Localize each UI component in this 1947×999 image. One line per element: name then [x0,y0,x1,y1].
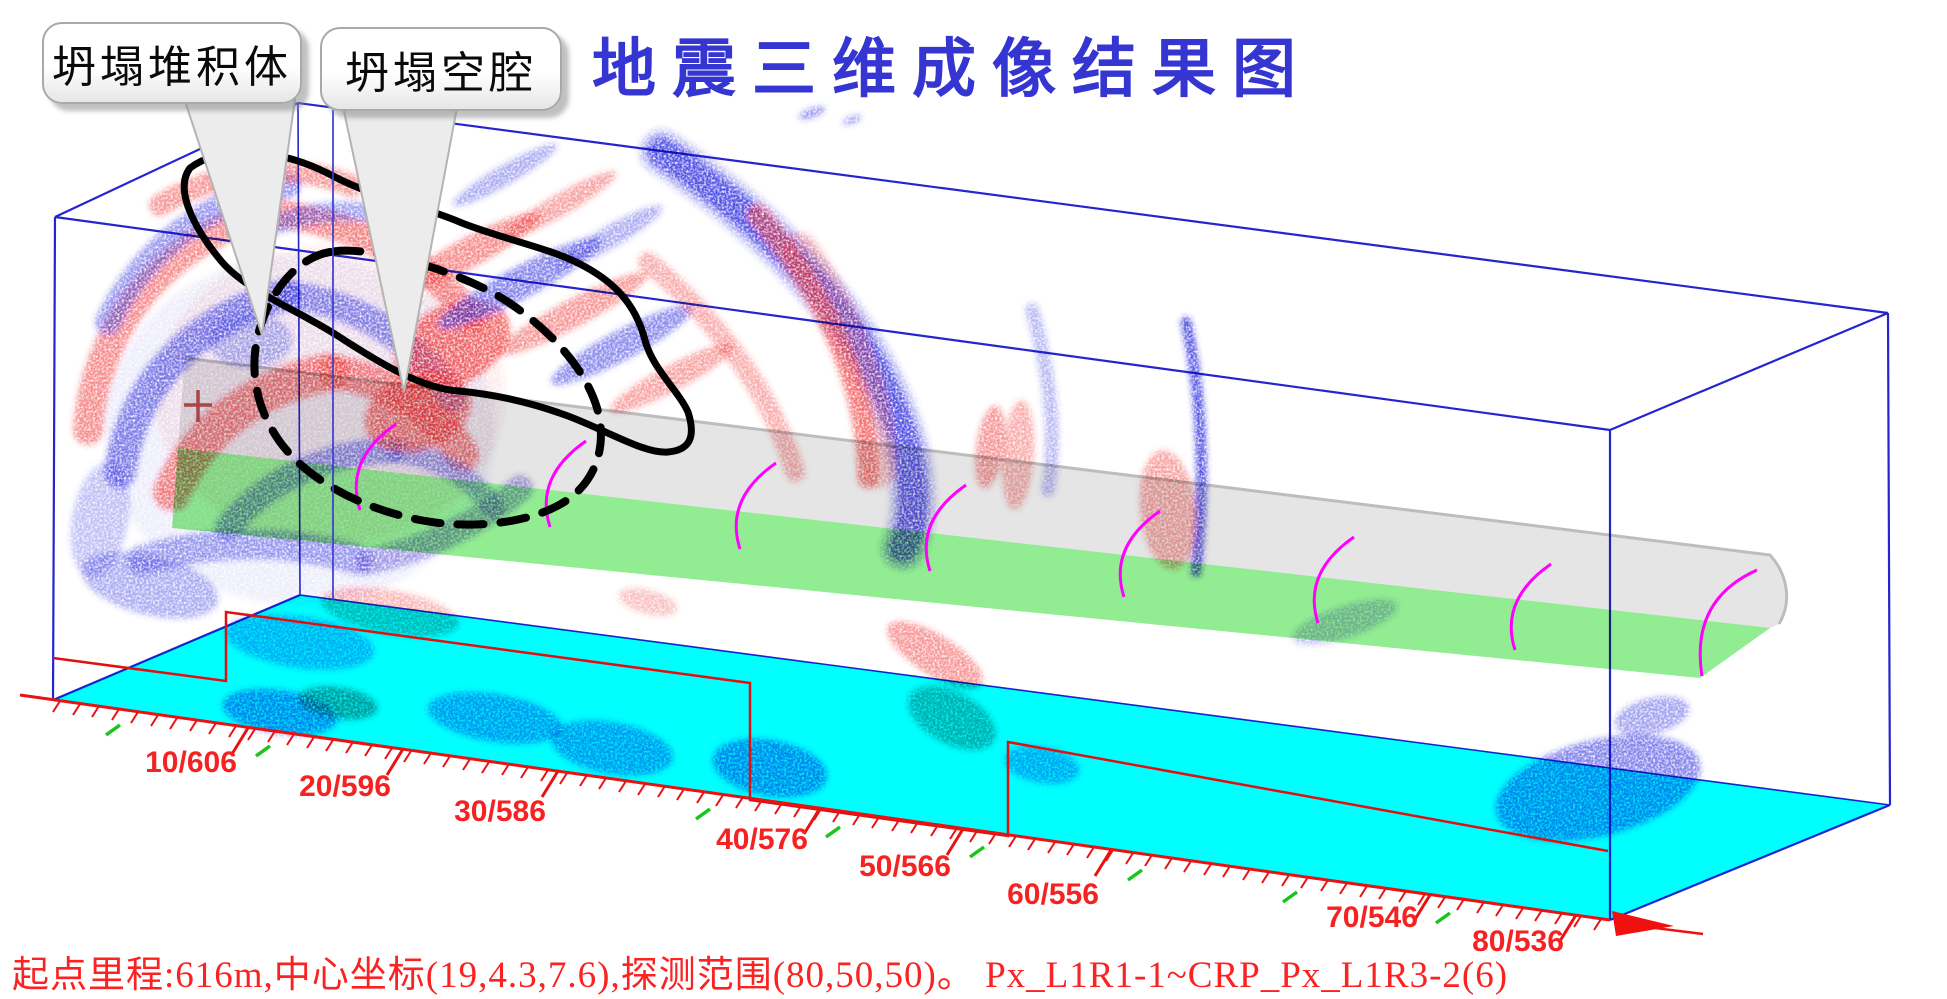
floor-anomaly [550,720,674,776]
tunnel-tube-gray [178,358,1787,630]
survey-floor [53,595,1890,920]
anomaly-arc [355,475,533,575]
box-edge-bottom-left [52,593,301,702]
anomaly-streak [452,143,558,207]
axis-label-50: 50/566 [859,850,951,883]
tunnel-ring [1118,509,1161,598]
anomaly-speckle [842,114,862,126]
chainage-axis [19,610,1704,942]
figure-caption: 起点里程:616m,中心坐标(19,4.3,7.6),探测范围(80,50,50… [12,955,1509,996]
axis-line [19,693,1611,922]
callout-collapse-accumulation: 坍塌堆积体 [42,22,302,104]
anomaly-arc [127,529,373,575]
tunnel-ring [734,461,777,550]
tunnel-ring-end [1698,568,1758,677]
floor-anomaly [907,685,997,751]
floor-anomaly [712,738,828,798]
tunnel-rings [354,422,1758,677]
axis-minor-ticks [52,700,1602,931]
box-edge-bottom-back [299,594,1891,806]
axis-label-20: 20/596 [299,770,391,803]
anomaly-cloud [70,462,130,578]
tunnel-ring [544,439,587,528]
crosshair-marker [184,390,212,422]
axis-label-10: 10/606 [145,746,237,779]
anomaly-sliver [1180,316,1207,578]
anomaly-speckle [1139,450,1197,570]
box-edge-front-left [51,216,57,701]
axis-green-ticks [104,723,1452,925]
axis-label-70: 70/546 [1326,901,1418,934]
box-edge-bottom-right [1609,803,1891,922]
anomaly-arc [1025,303,1059,497]
anomaly-core [208,312,292,368]
anomaly-streak [503,171,617,239]
box-edge-back-right [1886,312,1892,806]
anomaly-speckle [1001,400,1035,510]
box-edge-front-top [54,215,1611,432]
tunnel-ring [1312,535,1355,624]
anomaly-arc [638,252,805,482]
collapse-cavity-outline [250,246,605,529]
floor-anomaly [618,588,678,616]
anomaly-arc [782,232,897,488]
floor-anomaly [298,686,378,720]
tunnel-ring [924,483,967,572]
anomaly-cloud [81,551,219,619]
floor-anomaly [1495,734,1701,842]
tunnel-alignment-step-line [52,610,1609,853]
tunnel-ring [1509,562,1552,651]
axis-label-80: 80/536 [1472,925,1564,958]
floor-anomaly [427,692,563,744]
callout-collapse-cavity: 坍塌空腔 [320,27,562,111]
axis-label-40: 40/576 [716,823,808,856]
box-edge-back-left [297,102,301,596]
anomaly-streak [557,205,663,269]
floor-anomaly [887,621,983,689]
page-title: 地震三维成像结果图 [592,33,1312,105]
anomaly-arc [153,353,349,511]
axis-major-ticks [230,727,1578,942]
anomaly-core [394,299,510,391]
axis-label-30: 30/586 [454,795,546,828]
box-edge-top-right [1609,311,1889,432]
callout-label: 坍塌堆积体 [52,43,292,92]
anomaly-speckle [798,106,826,120]
axis-arrow-icon [1612,911,1674,936]
tunnel-tube-top-edge [184,356,1789,625]
bounding-box-wireframe [51,101,1892,922]
floor-anomaly [1614,696,1690,736]
floor-anomaly [320,587,460,637]
floor-anomaly [1292,599,1398,645]
callout-label: 坍塌空腔 [345,49,537,98]
axis-label-60: 60/556 [1007,878,1099,911]
anomaly-streak [551,305,693,385]
axis-arrow-tail [1654,926,1704,936]
floor-anomaly [1004,746,1080,784]
anomaly-speckle [974,405,1006,489]
box-edge-back-top [297,101,1889,315]
anomaly-streak [609,343,735,413]
